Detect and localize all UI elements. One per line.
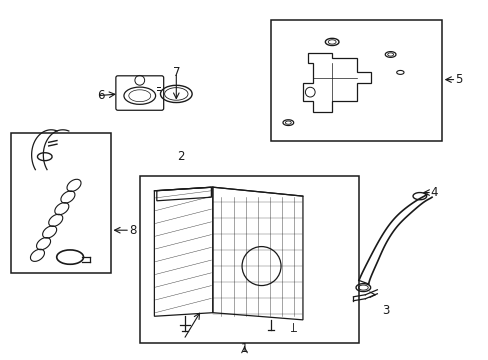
Text: 3: 3	[381, 305, 388, 318]
Text: 2: 2	[177, 150, 184, 163]
Text: 6: 6	[97, 89, 104, 102]
Text: 1: 1	[240, 342, 248, 355]
Bar	[271, 21, 441, 140]
Text: 8: 8	[128, 224, 136, 237]
Bar	[140, 176, 358, 343]
Text: 5: 5	[454, 73, 462, 86]
Text: 4: 4	[430, 186, 437, 199]
Bar	[11, 134, 110, 273]
Text: 7: 7	[172, 66, 180, 79]
